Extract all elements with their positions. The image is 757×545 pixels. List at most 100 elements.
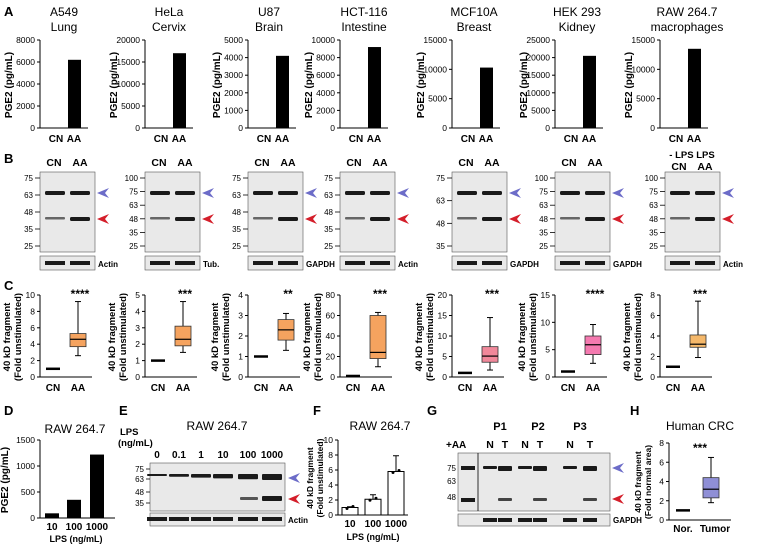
blot-membrane — [457, 452, 611, 512]
panelF-y-tick-label: 0 — [328, 510, 333, 520]
loading-band — [175, 261, 195, 265]
significance-stars: *** — [693, 287, 707, 301]
band-full-length — [147, 474, 167, 476]
marker-label: 75 — [447, 464, 456, 473]
loading-band — [45, 261, 65, 265]
band-full-length — [370, 191, 390, 195]
loading-blot — [451, 255, 508, 271]
x-tick-label: 10 — [344, 519, 356, 530]
marker-label: 25 — [539, 242, 548, 251]
loading-control-label: GAPDH — [613, 260, 642, 269]
category-label-cn: CN — [564, 134, 578, 145]
marker-label: 63 — [324, 191, 333, 200]
panelC-2-y-tick-label: 4 — [238, 290, 243, 300]
loading-band — [191, 517, 211, 521]
lane-label: 0.1 — [172, 450, 186, 461]
loading-control-label: Actin — [398, 260, 418, 269]
marker-label: 48 — [447, 493, 456, 502]
significance-stars: *** — [373, 287, 387, 301]
marker-label: 35 — [232, 225, 241, 234]
loading-band — [518, 518, 532, 522]
marker-label: 25 — [24, 242, 33, 251]
blot-membrane — [554, 171, 611, 253]
band-full-length — [670, 191, 690, 195]
loading-band — [482, 261, 502, 265]
panelA-4-y-tick-label: 10000 — [423, 64, 447, 74]
x-axis-label: LPS (ng/mL) — [50, 534, 103, 544]
category-label-cn: CN — [154, 134, 168, 145]
panelA-2-y-tick-label: 3000 — [224, 70, 243, 80]
marker-label: 48 — [324, 208, 333, 217]
red-arrow-icon — [288, 494, 300, 504]
panelA-5-y-tick-label: 20000 — [526, 53, 550, 63]
panelC-4-y-tick-label: 20 — [438, 290, 448, 300]
panelC-6-y-tick-label: 0 — [650, 372, 655, 382]
blue-arrow-icon — [97, 188, 109, 198]
panelA-3-y-tick-label: 2000 — [316, 105, 335, 115]
band-full-length — [483, 466, 497, 469]
lane-label: T — [502, 439, 509, 451]
panelA-3-y-tick-label: 10000 — [311, 35, 335, 45]
category-label-aa: AA — [71, 383, 85, 394]
panelC-6-y-tick-label: 4 — [650, 331, 655, 341]
marker-label: 25 — [649, 242, 658, 251]
blue-arrow-icon — [288, 473, 300, 483]
marker-label: 75 — [129, 188, 138, 197]
loading-band — [213, 517, 233, 521]
aa-lane-label: +AA — [446, 440, 466, 451]
y-axis-label-units: (Fold unstimulated) — [118, 293, 129, 381]
band-40kd — [461, 498, 475, 502]
y-axis-label: PGE2 (pg/mL) — [109, 52, 120, 118]
panelC-1-y-tick-label: 4 — [135, 306, 140, 316]
data-point — [374, 496, 378, 500]
marker-label: 48 — [24, 208, 33, 217]
data-point — [368, 498, 372, 502]
band-full-length — [583, 466, 597, 471]
loading-band — [278, 261, 298, 265]
panelA-0-y-tick-label: 2000 — [16, 101, 35, 111]
panelC-0-y-tick-label: 10 — [26, 290, 36, 300]
blue-arrow-icon — [722, 188, 734, 198]
loading-band — [533, 518, 547, 522]
marker-label: 48 — [232, 208, 241, 217]
marker-label: 100 — [535, 174, 549, 183]
lps-unit-label: (ng/mL) — [118, 438, 153, 449]
cell-title: HeLa — [155, 5, 184, 19]
panelD-y-tick-label: 0 — [30, 513, 35, 523]
marker-label: 35 — [24, 225, 33, 234]
lane-label-aa: AA — [280, 157, 296, 169]
data-point — [391, 471, 395, 474]
category-label-cn: CN — [49, 134, 63, 145]
panelH-y-tick-label: 2 — [659, 496, 664, 506]
band-full-length — [563, 466, 577, 469]
marker-label: 75 — [232, 174, 241, 183]
y-axis-label: PGE2 (pg/mL) — [4, 52, 15, 118]
panelC-1-y-tick-label: 0 — [135, 372, 140, 382]
panelA-1-y-tick-label: 5000 — [121, 101, 140, 111]
panelH-y-tick-label: 0 — [659, 515, 664, 525]
category-label-aa: AA — [172, 134, 186, 145]
loading-band — [670, 261, 690, 265]
significance-stars: **** — [71, 287, 90, 301]
marker-label: 75 — [539, 188, 548, 197]
category-label-aa: AA — [279, 383, 293, 394]
x-tick-label: Tumor — [700, 524, 730, 535]
category-label-cn: CN — [461, 134, 475, 145]
panelA-4-y-tick-label: 5000 — [428, 94, 447, 104]
panel-letter-g: G — [427, 403, 437, 418]
band-40kd — [370, 217, 390, 221]
y-axis-label: 40 kD fragment — [517, 302, 528, 371]
loading-band — [262, 517, 282, 521]
panelC-2-y-tick-label: 1 — [238, 352, 243, 362]
panelA-1-y-tick-label: 15000 — [116, 57, 140, 67]
band-40kd — [585, 217, 605, 221]
panelC-5-y-tick-label: 15 — [541, 290, 551, 300]
category-label-aa: AA — [176, 383, 190, 394]
y-axis-label-units: (Fold unstimulated) — [221, 293, 232, 381]
panelC-3-y-tick-label: 40 — [326, 331, 336, 341]
y-axis-label-units: (Fold unstimulated) — [633, 293, 644, 381]
lane-label: T — [537, 439, 544, 451]
marker-label: 63 — [129, 201, 138, 210]
band-full-length — [262, 474, 282, 480]
band-40kd — [70, 217, 90, 221]
